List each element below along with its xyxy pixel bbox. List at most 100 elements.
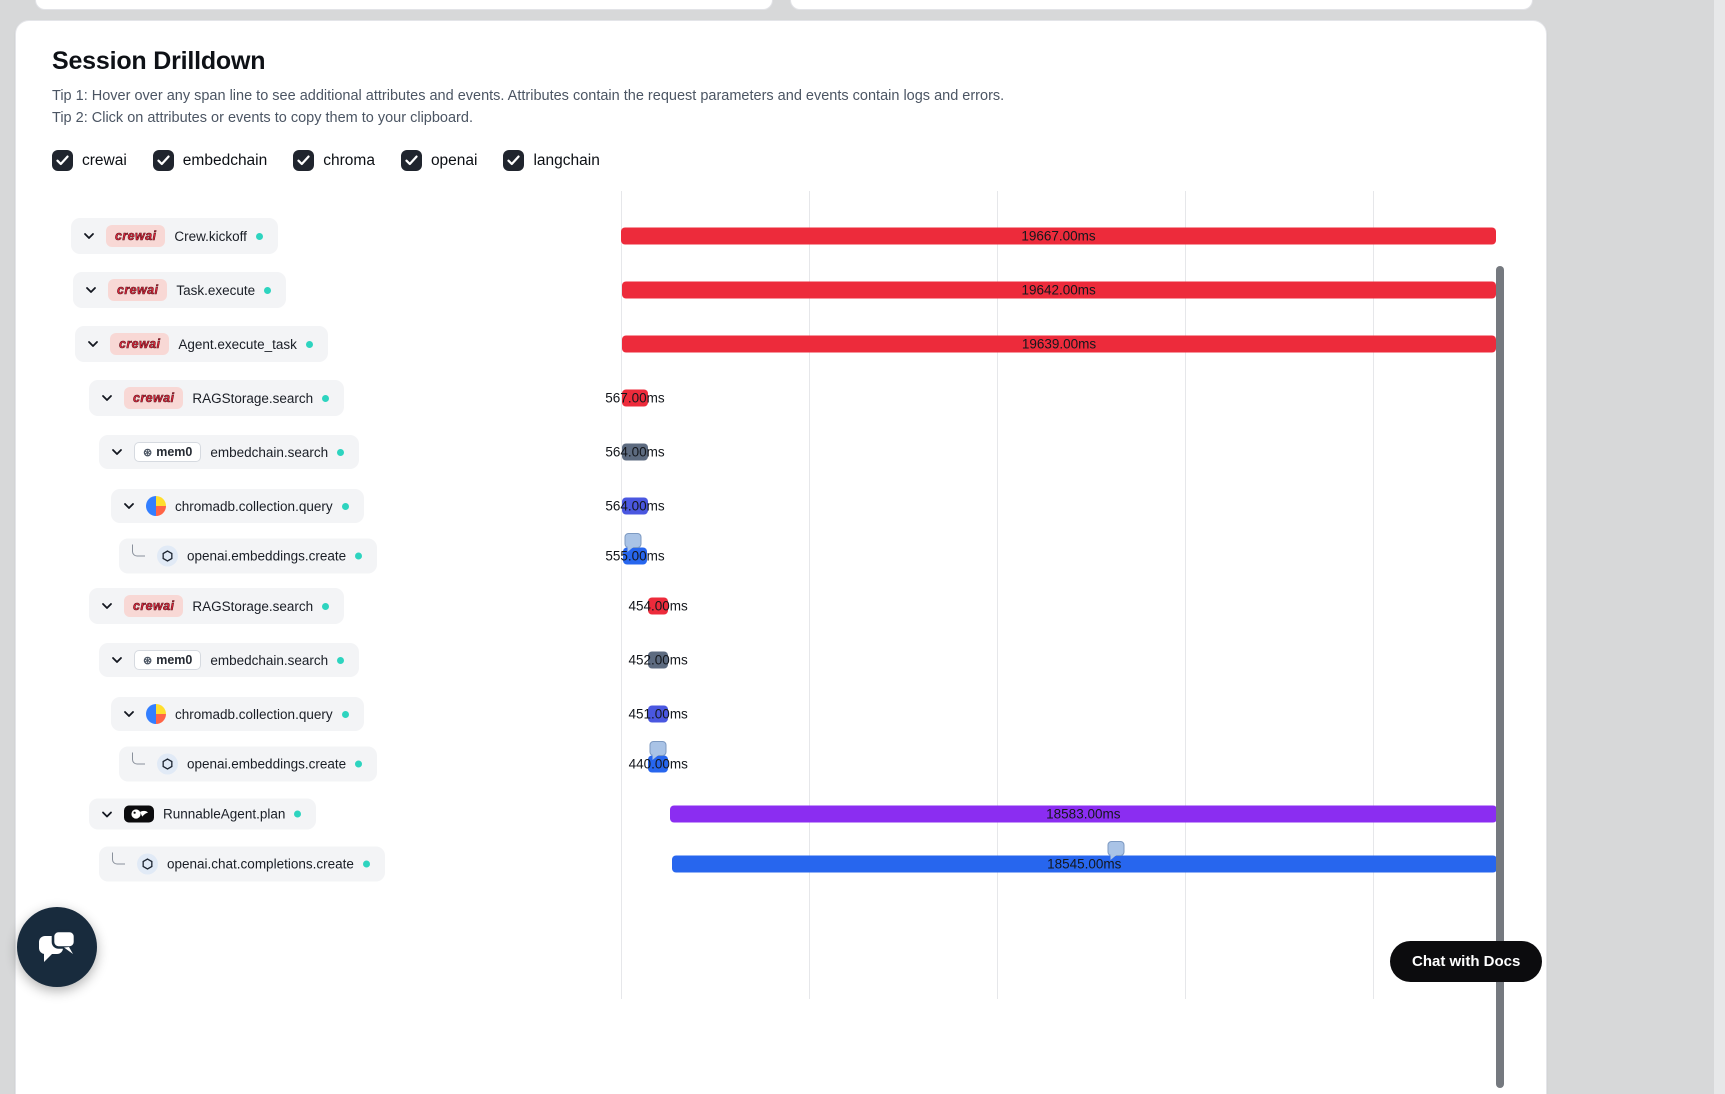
status-dot [322,394,330,402]
span-name: openai.embeddings.create [187,756,347,772]
chevron-down-icon[interactable] [99,390,115,406]
span-duration-bar[interactable] [621,281,1496,299]
span-label[interactable]: openai.chat.completions.create [99,846,385,882]
span-name: chromadb.collection.query [175,498,333,514]
span-duration-bar[interactable] [648,755,669,773]
filter-chroma[interactable]: chroma [293,150,375,171]
span-label[interactable]: openai.embeddings.create [119,538,378,574]
tree-connector-icon [132,752,145,765]
session-drilldown-card: Session Drilldown Tip 1: Hover over any … [15,20,1547,1094]
checkbox-openai[interactable] [400,150,422,171]
span-label[interactable]: crewai RAGStorage.search [89,588,345,624]
span-duration-bar[interactable] [622,547,648,565]
filter-langchain[interactable]: langchain [503,150,600,171]
span-label[interactable]: RunnableAgent.plan [89,798,317,830]
chevron-down-icon[interactable] [85,336,101,352]
span-duration-bar[interactable] [669,805,1497,823]
span-bar-zone: 19639.00ms [621,317,1509,371]
span-label[interactable]: ⊛ mem0 embedchain.search [99,643,360,677]
trace-row: RunnableAgent.plan 18583.00ms [16,787,1546,841]
span-duration-label: 18583.00ms [1046,806,1121,822]
mem0-text: mem0 [156,653,193,667]
span-duration-bar[interactable] [621,227,1496,245]
span-name: openai.embeddings.create [187,548,347,564]
filter-embedchain[interactable]: embedchain [152,150,267,171]
status-dot [362,860,370,868]
tree-connector-icon [132,544,145,557]
chevron-down-icon[interactable] [121,706,137,722]
span-bar-zone: 454.00ms [621,579,1509,633]
chat-with-docs-button[interactable]: Chat with Docs [1390,941,1543,982]
chevron-down-icon[interactable] [99,806,115,822]
chat-bubbles-icon [39,929,77,962]
chat-widget-button[interactable] [17,907,97,987]
event-bubble-icon[interactable] [1107,840,1125,860]
trace-row: crewai RAGStorage.search 567.00ms [16,371,1546,425]
span-label[interactable]: ⊛ mem0 embedchain.search [99,435,360,469]
status-dot [305,340,313,348]
span-duration-label: 18545.00ms [1047,856,1122,872]
span-duration-bar[interactable] [622,389,648,407]
span-label-zone: openai.embeddings.create [16,741,621,787]
trace-row: chromadb.collection.query 451.00ms [16,687,1546,741]
checkbox-crewai[interactable] [52,150,73,171]
span-duration-bar[interactable] [671,855,1497,873]
span-label-zone: crewai Agent.execute_task [16,317,621,371]
langchain-icon [124,805,154,823]
mem0-glyph: ⊛ [143,446,153,459]
span-label[interactable]: crewai Task.execute [73,272,287,308]
span-bar-zone: 452.00ms [621,633,1509,687]
span-bar-zone: 451.00ms [621,687,1509,741]
status-dot [355,552,363,560]
span-duration-label: 567.00ms [605,390,665,406]
trace-row: crewai Agent.execute_task 19639.00ms [16,317,1546,371]
checkbox-langchain[interactable] [503,150,525,171]
tip-2: Tip 2: Click on attributes or events to … [52,110,473,126]
crewai-icon: crewai [124,595,184,617]
span-label[interactable]: openai.embeddings.create [119,746,378,782]
chevron-down-icon[interactable] [81,228,97,244]
span-label[interactable]: chromadb.collection.query [111,697,364,731]
chevron-down-icon[interactable] [83,282,99,298]
span-label[interactable]: crewai Crew.kickoff [71,218,278,254]
event-bubble-icon[interactable] [649,740,667,760]
filter-crewai[interactable]: crewai [52,150,127,171]
span-duration-label: 452.00ms [628,652,688,668]
filter-label: chroma [323,151,375,169]
span-label[interactable]: crewai RAGStorage.search [89,380,345,416]
span-bar-zone: 18545.00ms [621,840,1509,887]
span-label[interactable]: crewai Agent.execute_task [75,326,328,362]
span-name: openai.chat.completions.create [167,856,354,872]
browser-scrollbar-track[interactable] [1714,0,1725,1094]
status-dot [341,502,349,510]
span-label[interactable]: chromadb.collection.query [111,489,364,523]
span-duration-bar[interactable] [648,597,669,615]
span-duration-label: 451.00ms [628,706,688,722]
status-dot [264,286,272,294]
span-duration-bar[interactable] [622,335,1496,353]
span-duration-bar[interactable] [648,705,669,723]
span-duration-bar[interactable] [622,443,648,461]
span-label-zone: crewai Task.execute [16,263,621,317]
span-name: embedchain.search [210,444,329,460]
span-name: Agent.execute_task [178,336,297,352]
span-duration-label: 19639.00ms [1021,336,1097,352]
trace-row: crewai Crew.kickoff 19667.00ms [16,209,1546,263]
waterfall-scrollbar[interactable] [1496,266,1504,1088]
filter-openai[interactable]: openai [400,150,477,171]
span-duration-label: 555.00ms [605,548,665,564]
span-duration-bar[interactable] [648,651,669,669]
checkbox-embedchain[interactable] [152,150,174,171]
crewai-icon: crewai [110,333,170,355]
status-dot [322,602,330,610]
chevron-down-icon[interactable] [109,444,125,460]
chevron-down-icon[interactable] [99,598,115,614]
event-bubble-icon[interactable] [624,532,642,552]
span-bar-zone: 19642.00ms [621,263,1509,317]
chevron-down-icon[interactable] [109,652,125,668]
span-bar-zone: 564.00ms [605,425,1509,479]
chevron-down-icon[interactable] [121,498,137,514]
checkbox-chroma[interactable] [293,150,315,171]
span-duration-bar[interactable] [622,497,648,515]
